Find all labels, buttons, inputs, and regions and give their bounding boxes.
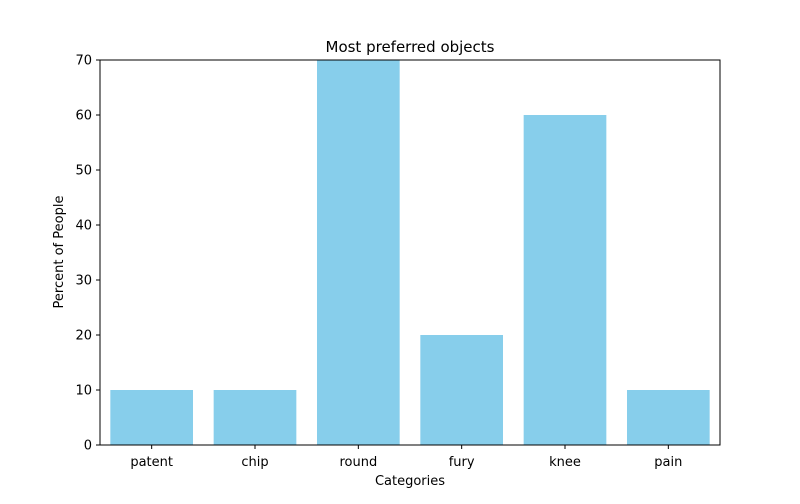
y-axis-label: Percent of People [52,196,67,309]
bars-layer [110,60,710,445]
x-tick-label: pain [654,455,682,470]
bar-patent [110,390,193,445]
y-tick-label: 60 [75,109,92,124]
y-tick-label: 20 [75,329,92,344]
x-tick-label: round [339,455,377,470]
y-tick-label: 50 [75,164,92,179]
chart-title: Most preferred objects [326,38,495,56]
y-tick-label: 40 [75,219,92,234]
x-tick-label: knee [549,455,581,470]
y-tick-label: 70 [75,54,92,69]
bar-chip [213,390,297,445]
bar-fury [420,335,503,445]
x-tick-label: fury [449,455,475,470]
x-tick-label: chip [241,455,268,470]
bar-pain [627,390,710,445]
plot-area-frame [99,59,721,446]
y-axis: 0 10 20 30 40 50 60 70 [75,54,100,454]
y-tick-label: 10 [75,384,92,399]
bar-knee [523,115,607,445]
y-tick-label: 0 [84,439,92,454]
bar-round [317,60,400,445]
x-axis: patent chip round fury knee pain [130,445,682,470]
x-axis-label: Categories [375,474,445,489]
x-tick-label: patent [130,455,173,470]
y-tick-label: 30 [75,274,92,289]
